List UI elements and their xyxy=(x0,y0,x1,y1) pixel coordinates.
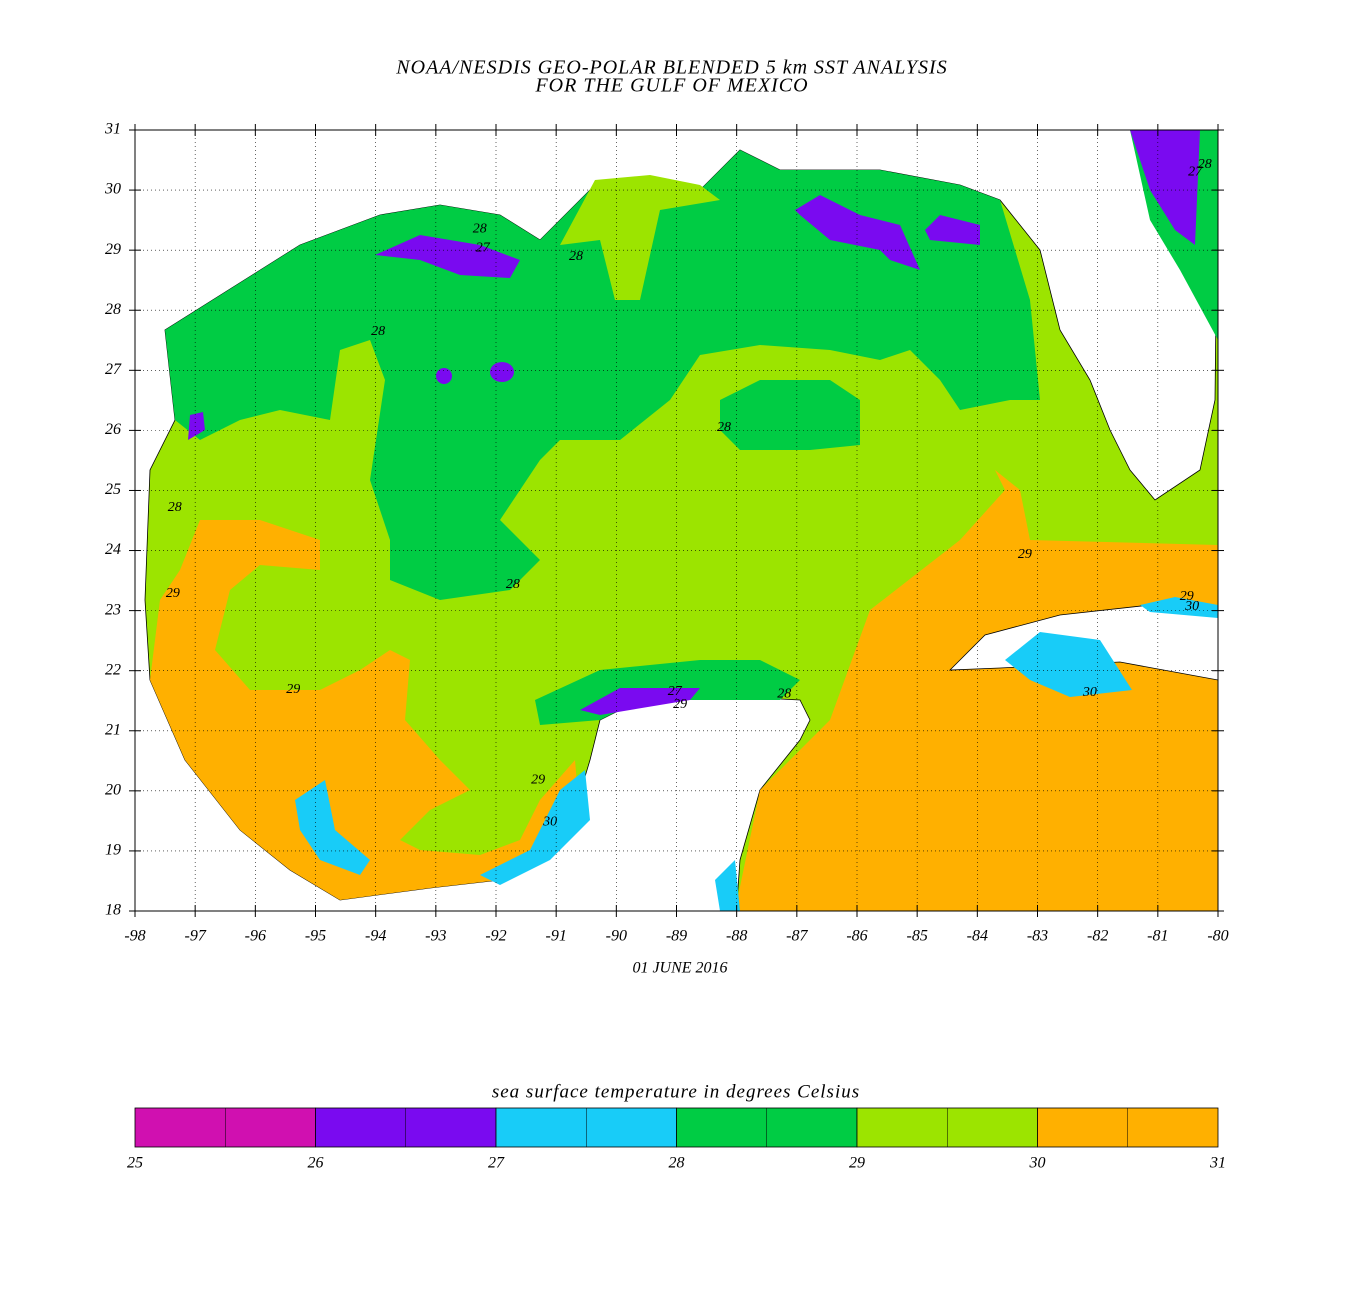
contour-label: 28 xyxy=(777,686,791,701)
colorbar-tick-label: 25 xyxy=(127,1155,143,1172)
x-tick-label: -86 xyxy=(846,928,867,945)
x-tick-label: -88 xyxy=(726,928,747,945)
contour-label: 29 xyxy=(531,772,545,787)
contour-label: 27 xyxy=(668,684,683,699)
contour-label: 27 xyxy=(476,241,491,256)
y-tick-label: 27 xyxy=(105,361,122,378)
contour-label: 30 xyxy=(1184,599,1199,614)
cold-region xyxy=(436,368,452,384)
x-tick-label: -89 xyxy=(666,928,687,945)
contour-label: 28 xyxy=(569,249,583,264)
colorbar xyxy=(134,1107,1219,1148)
colorbar-tick-label: 28 xyxy=(669,1155,685,1172)
x-tick-label: -83 xyxy=(1027,928,1048,945)
x-tick-label: -98 xyxy=(124,928,145,945)
x-tick-label: -81 xyxy=(1147,928,1168,945)
colorbar-tick-label: 31 xyxy=(1209,1155,1226,1172)
x-tick-label: -84 xyxy=(967,928,988,945)
cold-region xyxy=(925,215,980,245)
x-tick-label: -94 xyxy=(365,928,386,945)
x-tick-label: -80 xyxy=(1207,928,1228,945)
colorbar-tick-label: 26 xyxy=(308,1155,324,1172)
contour-label: 29 xyxy=(166,586,180,601)
cold-region xyxy=(580,688,700,715)
warm-region xyxy=(150,520,580,900)
x-tick-label: -92 xyxy=(485,928,506,945)
y-tick-label: 28 xyxy=(105,301,121,318)
contour-label: 28 xyxy=(168,500,182,515)
contour-label: 28 xyxy=(717,420,731,435)
x-tick-label: -91 xyxy=(546,928,567,945)
cool-region xyxy=(165,150,1040,600)
y-tick-label: 30 xyxy=(104,181,121,198)
x-tick-label: -82 xyxy=(1087,928,1108,945)
y-tick-label: 20 xyxy=(105,782,121,799)
y-tick-label: 29 xyxy=(105,241,121,258)
y-tick-label: 19 xyxy=(105,842,121,859)
cold-region xyxy=(1130,130,1200,245)
colorbar-label: sea surface temperature in degrees Celsi… xyxy=(492,1081,860,1102)
contour-label: 30 xyxy=(542,814,557,829)
warm-tongue xyxy=(560,175,720,300)
title: NOAA/NESDIS GEO-POLAR BLENDED 5 km SST A… xyxy=(395,57,947,79)
x-tick-label: -85 xyxy=(907,928,928,945)
cold-region xyxy=(375,235,520,278)
x-tick-label: -97 xyxy=(185,928,207,945)
y-tick-label: 18 xyxy=(105,902,121,919)
sst-field xyxy=(144,130,1218,911)
y-tick-label: 22 xyxy=(105,661,121,678)
date-label: 01 JUNE 2016 xyxy=(632,960,727,977)
warm-region xyxy=(735,470,1218,911)
colorbar-tick-label: 30 xyxy=(1029,1155,1046,1172)
contour-label: 28 xyxy=(1198,157,1212,172)
y-tick-label: 24 xyxy=(105,541,121,558)
contour-label: 28 xyxy=(506,577,520,592)
y-tick-label: 31 xyxy=(104,121,121,138)
y-tick-label: 25 xyxy=(105,481,121,498)
hot-region xyxy=(715,860,740,911)
subtitle: FOR THE GULF OF MEXICO xyxy=(534,75,808,97)
y-tick-label: 23 xyxy=(105,601,121,618)
x-tick-label: -87 xyxy=(786,928,808,945)
hot-region xyxy=(295,780,370,875)
plot-frame xyxy=(134,129,1219,912)
contour-label: 29 xyxy=(286,682,300,697)
colorbar-tick-label: 29 xyxy=(849,1155,865,1172)
contour-label: 29 xyxy=(1018,547,1032,562)
contour-label: 29 xyxy=(1180,589,1194,604)
x-tick-label: -90 xyxy=(606,928,627,945)
x-tick-label: -95 xyxy=(305,928,326,945)
y-tick-label: 26 xyxy=(105,421,121,438)
hot-region xyxy=(1140,597,1218,618)
contour-label: 27 xyxy=(1188,164,1203,179)
contour-label: 30 xyxy=(1082,685,1097,700)
contour-label: 28 xyxy=(371,324,385,339)
x-tick-label: -96 xyxy=(245,928,266,945)
hot-region xyxy=(1005,632,1132,697)
hot-region xyxy=(480,770,590,885)
x-tick-label: -93 xyxy=(425,928,446,945)
y-tick-label: 21 xyxy=(105,721,121,738)
cold-region xyxy=(490,362,514,382)
cold-region xyxy=(795,195,920,270)
contour-label: 29 xyxy=(673,697,687,712)
cold-region xyxy=(188,412,205,440)
colorbar-tick-label: 27 xyxy=(488,1155,505,1172)
cool-region xyxy=(720,380,860,450)
contour-label: 28 xyxy=(473,221,487,236)
